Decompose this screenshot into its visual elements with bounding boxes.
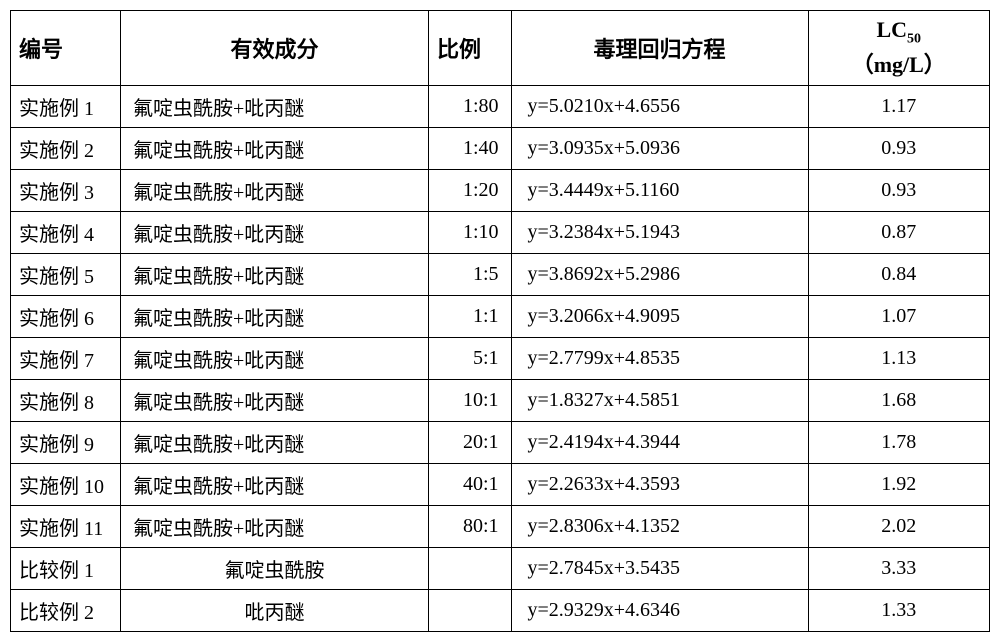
- cell-ingredient: 氟啶虫酰胺+吡丙醚: [121, 170, 429, 212]
- cell-ingredient: 吡丙醚: [121, 590, 429, 632]
- cell-id: 实施例 10: [11, 464, 121, 506]
- lc50-unit: （mg/L）: [852, 52, 946, 77]
- cell-lc50: 3.33: [808, 548, 990, 590]
- cell-ratio: 40:1: [429, 464, 512, 506]
- header-row: 编号 有效成分 比例 毒理回归方程 LC50 （mg/L）: [11, 11, 990, 86]
- cell-ingredient: 氟啶虫酰胺+吡丙醚: [121, 212, 429, 254]
- table-row: 实施例 2氟啶虫酰胺+吡丙醚1:40y=3.0935x+5.09360.93: [11, 128, 990, 170]
- cell-equation: y=3.2384x+5.1943: [511, 212, 808, 254]
- cell-id: 实施例 5: [11, 254, 121, 296]
- table-row: 实施例 11氟啶虫酰胺+吡丙醚80:1y=2.8306x+4.13522.02: [11, 506, 990, 548]
- header-lc50: LC50 （mg/L）: [808, 11, 990, 86]
- cell-ingredient: 氟啶虫酰胺+吡丙醚: [121, 380, 429, 422]
- table-row: 实施例 10氟啶虫酰胺+吡丙醚40:1y=2.2633x+4.35931.92: [11, 464, 990, 506]
- cell-id: 实施例 8: [11, 380, 121, 422]
- cell-lc50: 0.93: [808, 128, 990, 170]
- cell-lc50: 1.68: [808, 380, 990, 422]
- cell-ingredient: 氟啶虫酰胺+吡丙醚: [121, 296, 429, 338]
- cell-equation: y=3.8692x+5.2986: [511, 254, 808, 296]
- table-row: 实施例 3氟啶虫酰胺+吡丙醚1:20y=3.4449x+5.11600.93: [11, 170, 990, 212]
- table-row: 实施例 1氟啶虫酰胺+吡丙醚1:80y=5.0210x+4.65561.17: [11, 86, 990, 128]
- cell-id: 实施例 1: [11, 86, 121, 128]
- cell-ratio: 5:1: [429, 338, 512, 380]
- cell-equation: y=2.8306x+4.1352: [511, 506, 808, 548]
- cell-ratio: 10:1: [429, 380, 512, 422]
- cell-id: 实施例 6: [11, 296, 121, 338]
- cell-id: 实施例 4: [11, 212, 121, 254]
- cell-ratio: 1:1: [429, 296, 512, 338]
- cell-ratio: 1:20: [429, 170, 512, 212]
- cell-id: 实施例 3: [11, 170, 121, 212]
- cell-ratio: 1:40: [429, 128, 512, 170]
- cell-lc50: 0.87: [808, 212, 990, 254]
- cell-equation: y=5.0210x+4.6556: [511, 86, 808, 128]
- table-row: 比较例 1氟啶虫酰胺 y=2.7845x+3.54353.33: [11, 548, 990, 590]
- cell-equation: y=2.7799x+4.8535: [511, 338, 808, 380]
- cell-lc50: 2.02: [808, 506, 990, 548]
- cell-ratio: 80:1: [429, 506, 512, 548]
- cell-equation: y=2.4194x+4.3944: [511, 422, 808, 464]
- header-equation: 毒理回归方程: [511, 11, 808, 86]
- cell-ingredient: 氟啶虫酰胺+吡丙醚: [121, 506, 429, 548]
- table-row: 比较例 2吡丙醚 y=2.9329x+4.63461.33: [11, 590, 990, 632]
- cell-ingredient: 氟啶虫酰胺+吡丙醚: [121, 464, 429, 506]
- table-header: 编号 有效成分 比例 毒理回归方程 LC50 （mg/L）: [11, 11, 990, 86]
- toxicology-data-table: 编号 有效成分 比例 毒理回归方程 LC50（mg/L） 实施例 1氟啶虫酰胺+…: [10, 10, 990, 632]
- cell-id: 实施例 11: [11, 506, 121, 548]
- cell-equation: y=3.2066x+4.9095: [511, 296, 808, 338]
- cell-lc50: 0.84: [808, 254, 990, 296]
- cell-ingredient: 氟啶虫酰胺+吡丙醚: [121, 422, 429, 464]
- cell-ratio: 1:80: [429, 86, 512, 128]
- table-row: 实施例 5氟啶虫酰胺+吡丙醚1:5y=3.8692x+5.29860.84: [11, 254, 990, 296]
- table-row: 实施例 4氟啶虫酰胺+吡丙醚1:10y=3.2384x+5.19430.87: [11, 212, 990, 254]
- table-row: 实施例 6氟啶虫酰胺+吡丙醚1:1y=3.2066x+4.90951.07: [11, 296, 990, 338]
- cell-ingredient: 氟啶虫酰胺+吡丙醚: [121, 128, 429, 170]
- cell-id: 比较例 1: [11, 548, 121, 590]
- cell-lc50: 1.92: [808, 464, 990, 506]
- cell-ratio: 1:10: [429, 212, 512, 254]
- cell-equation: y=2.2633x+4.3593: [511, 464, 808, 506]
- table-row: 实施例 8氟啶虫酰胺+吡丙醚10:1y=1.8327x+4.58511.68: [11, 380, 990, 422]
- cell-lc50: 1.07: [808, 296, 990, 338]
- cell-equation: y=1.8327x+4.5851: [511, 380, 808, 422]
- cell-ingredient: 氟啶虫酰胺+吡丙醚: [121, 86, 429, 128]
- cell-equation: y=2.7845x+3.5435: [511, 548, 808, 590]
- cell-id: 实施例 9: [11, 422, 121, 464]
- cell-equation: y=3.0935x+5.0936: [511, 128, 808, 170]
- cell-ingredient: 氟啶虫酰胺+吡丙醚: [121, 254, 429, 296]
- table-row: 实施例 7氟啶虫酰胺+吡丙醚5:1y=2.7799x+4.85351.13: [11, 338, 990, 380]
- cell-id: 比较例 2: [11, 590, 121, 632]
- header-id: 编号: [11, 11, 121, 86]
- cell-ratio: [429, 590, 512, 632]
- table-body: 实施例 1氟啶虫酰胺+吡丙醚1:80y=5.0210x+4.65561.17实施…: [11, 86, 990, 632]
- header-ingredient: 有效成分: [121, 11, 429, 86]
- cell-lc50: 1.33: [808, 590, 990, 632]
- cell-lc50: 1.13: [808, 338, 990, 380]
- cell-lc50: 0.93: [808, 170, 990, 212]
- cell-lc50: 1.78: [808, 422, 990, 464]
- table-row: 实施例 9氟啶虫酰胺+吡丙醚20:1y=2.4194x+4.39441.78: [11, 422, 990, 464]
- cell-lc50: 1.17: [808, 86, 990, 128]
- cell-id: 实施例 7: [11, 338, 121, 380]
- cell-equation: y=2.9329x+4.6346: [511, 590, 808, 632]
- lc50-subscript: 50: [907, 31, 921, 46]
- header-ratio: 比例: [429, 11, 512, 86]
- cell-ingredient: 氟啶虫酰胺+吡丙醚: [121, 338, 429, 380]
- cell-equation: y=3.4449x+5.1160: [511, 170, 808, 212]
- cell-ratio: [429, 548, 512, 590]
- cell-ratio: 20:1: [429, 422, 512, 464]
- cell-id: 实施例 2: [11, 128, 121, 170]
- lc50-prefix: LC: [876, 17, 907, 42]
- cell-ingredient: 氟啶虫酰胺: [121, 548, 429, 590]
- cell-ratio: 1:5: [429, 254, 512, 296]
